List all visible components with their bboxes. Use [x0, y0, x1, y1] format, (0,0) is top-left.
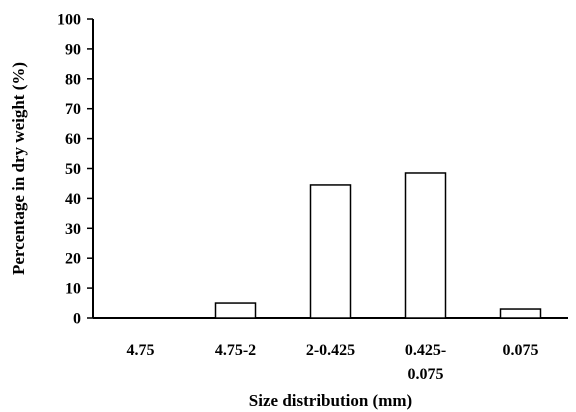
x-category-label: 0.425-0.075 [405, 342, 446, 383]
bar [499, 308, 542, 319]
x-category-label: 0.075 [503, 342, 539, 359]
y-tick-label: 10 [65, 281, 81, 298]
x-category-label: 4.75-2 [215, 342, 256, 359]
x-category-label: 2-0.425 [306, 342, 355, 359]
y-tick-label: 50 [65, 161, 81, 178]
bars [214, 172, 542, 319]
y-tick-label: 20 [65, 251, 81, 268]
x-category-label: 4.75 [127, 342, 155, 359]
y-axis-title: Percentage in dry weight (%) [9, 62, 28, 275]
y-tick-label: 30 [65, 221, 81, 238]
bar [309, 184, 352, 319]
x-axis-title: Size distribution (mm) [249, 391, 412, 410]
bar [214, 302, 257, 319]
y-tick-label: 80 [65, 71, 81, 88]
y-tick-label: 40 [65, 191, 81, 208]
bar [404, 172, 447, 319]
y-tick-label: 70 [65, 101, 81, 118]
x-axis-categories: 4.75 4.75-2 2-0.425 0.425-0.075 0.075 [127, 342, 539, 383]
y-tick-label: 0 [73, 311, 81, 328]
y-tick-label: 60 [65, 131, 81, 148]
y-tick-label: 90 [65, 41, 81, 58]
y-axis-ticks: 0 10 20 30 40 50 60 70 80 90 100 [57, 12, 93, 328]
y-tick-label: 100 [57, 12, 81, 29]
